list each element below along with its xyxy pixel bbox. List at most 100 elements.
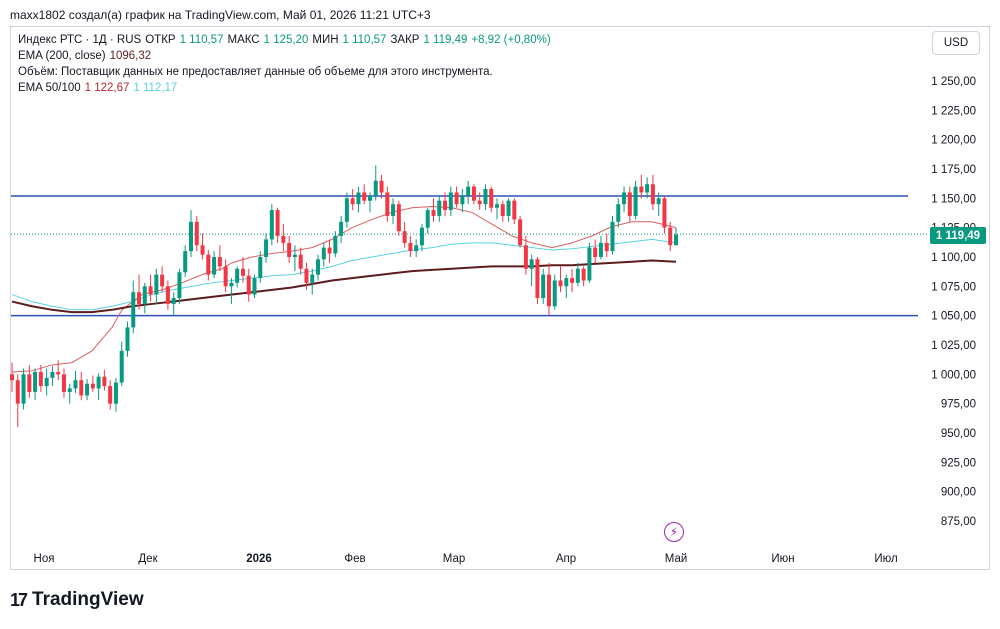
candle [252,274,257,299]
time-tick-label: Июн [771,553,794,565]
candle [27,364,32,398]
symbol-name[interactable]: Индекс РТС · 1Д · RUS [18,34,142,46]
ema-lines [11,206,677,373]
candle [275,207,280,243]
candle-body [206,254,211,275]
price-tick-label: 1 200,00 [931,135,976,147]
candle [246,268,251,302]
candle-body [298,254,303,269]
price-axis: 1 250,00 1 225,00 1 200,00 1 175,00 1 150,00… [931,76,976,528]
candle-body [44,377,49,387]
candle [471,184,476,205]
candle [171,292,176,316]
candle [674,227,678,246]
lightning-icon[interactable]: ⚡ [664,522,684,542]
candle-body [50,371,55,378]
price-tick-label: 875,00 [941,516,976,528]
low-label: МИН [312,34,339,46]
open-value: 1 110,57 [179,34,224,46]
candle [593,239,598,263]
candle-body [546,274,551,307]
candle [419,224,424,252]
candle [229,278,234,304]
candle-body [512,200,517,220]
candle-body [604,242,609,252]
candle-body [67,388,72,392]
candle-body [229,282,234,287]
candle-body [460,195,465,205]
candle-body [113,382,118,404]
candle-body [246,275,251,295]
candle [610,215,615,255]
candle-body [419,227,424,246]
candle-body [304,268,309,283]
candle-body [333,235,338,254]
candle-body [362,192,367,201]
candle-body [316,259,321,275]
price-tick-label: 950,00 [941,428,976,440]
candle [327,239,332,263]
candle [437,195,442,222]
ema100-value: 1 112,17 [133,82,178,94]
candle-body [385,192,390,216]
candle-body [529,259,534,269]
candle-body [160,274,165,287]
candle [639,174,644,199]
candle [598,235,603,260]
ema50-value: 1 122,67 [84,82,130,94]
candle [541,268,546,304]
candle [96,373,101,401]
candle [269,204,274,246]
time-tick-label: Фев [344,553,365,565]
time-tick-label: Апр [556,553,576,565]
candle-body [194,221,199,246]
candle [298,247,303,275]
legend-ema200-row[interactable]: EMA (200, close) 1096,32 [18,48,551,64]
candles [10,165,678,428]
candle-body [108,386,113,404]
candle [264,233,269,263]
candle-body [275,210,280,236]
high-value: 1 125,20 [263,34,309,46]
candle [194,215,199,252]
candle-body [281,235,286,243]
candle-body [27,374,32,392]
candle-body [650,184,655,205]
candle-body [535,259,540,299]
candle [183,245,188,277]
candle-body [165,286,170,304]
candle [535,257,540,304]
candle [558,266,563,293]
candle-body [425,210,430,228]
candle [258,251,263,283]
candle [160,266,165,293]
candle [604,233,609,257]
price-tick-label: 1 025,00 [931,340,976,352]
candle-body [477,200,482,205]
candle [587,242,592,283]
candle-body [552,280,557,307]
candle-body [414,245,419,252]
candle-body [125,327,130,351]
candle-body [483,188,488,205]
candle [362,184,367,205]
candle-body [448,192,453,211]
price-tick-label: 1 100,00 [931,252,976,264]
candle [188,210,193,257]
legend-ema50100-row[interactable]: EMA 50/100 1 122,67 1 112,17 [18,80,551,96]
candle [650,174,655,211]
ema200-label: EMA (200, close) [18,50,106,62]
candle [165,280,170,310]
candle [102,369,107,391]
candle-body [292,254,297,257]
candle-body [252,278,257,295]
candle-body [622,192,627,205]
price-tick-label: 1 150,00 [931,193,976,205]
ema200-line [11,259,677,314]
currency-button[interactable]: USD [932,31,980,55]
candle-body [137,292,142,304]
candle-body [223,266,228,287]
candle [310,268,315,295]
chart-legend: Индекс РТС · 1Д · RUS ОТКР 1 110,57 МАКС 1… [18,32,551,96]
